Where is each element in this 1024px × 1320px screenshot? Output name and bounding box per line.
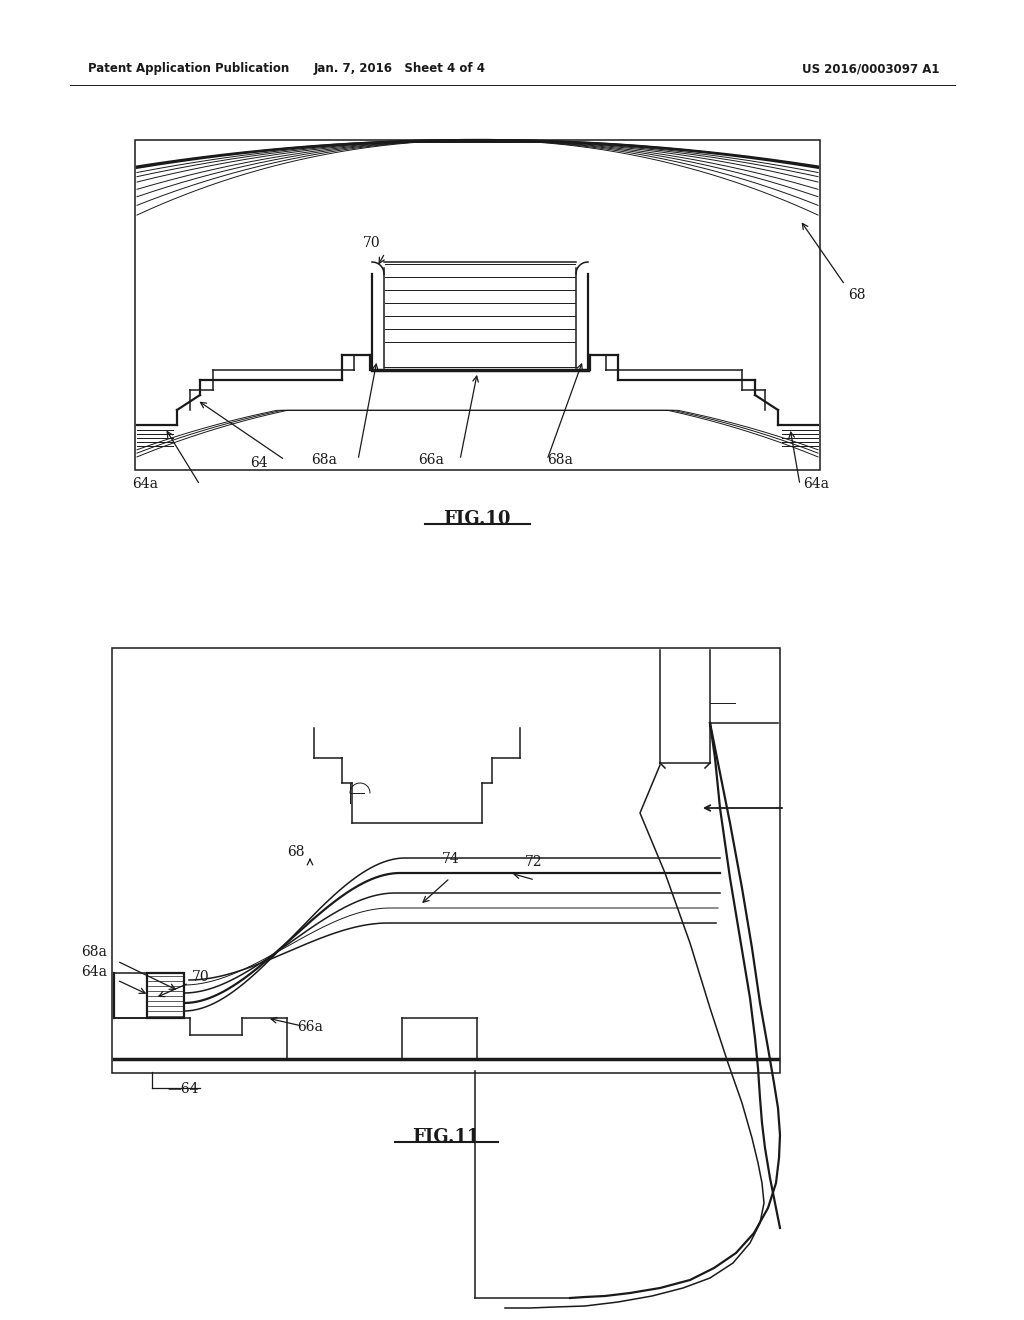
Text: 68a: 68a	[311, 453, 337, 467]
Text: —64: —64	[167, 1082, 199, 1096]
Text: US 2016/0003097 A1: US 2016/0003097 A1	[803, 62, 940, 75]
Text: Jan. 7, 2016   Sheet 4 of 4: Jan. 7, 2016 Sheet 4 of 4	[314, 62, 486, 75]
Text: Patent Application Publication: Patent Application Publication	[88, 62, 289, 75]
Bar	[135, 140, 820, 470]
Text: 68: 68	[288, 845, 305, 859]
Bar	[147, 973, 184, 1018]
Text: 66a: 66a	[418, 453, 444, 467]
Text: 72: 72	[525, 855, 543, 869]
Text: 68a: 68a	[547, 453, 572, 467]
Text: FIG.11: FIG.11	[413, 1129, 479, 1146]
Text: 68a: 68a	[81, 945, 106, 960]
Text: 70: 70	[193, 970, 210, 983]
Text: 64a: 64a	[81, 965, 106, 979]
Text: 74: 74	[442, 851, 460, 866]
Text: FIG.10: FIG.10	[443, 510, 511, 528]
Text: 64a: 64a	[132, 477, 158, 491]
Text: 70: 70	[362, 236, 380, 249]
Text: 68: 68	[848, 288, 865, 302]
Text: 64: 64	[251, 455, 268, 470]
Text: 64a: 64a	[803, 477, 829, 491]
Bar	[112, 648, 780, 1073]
Text: 66a: 66a	[297, 1020, 323, 1034]
